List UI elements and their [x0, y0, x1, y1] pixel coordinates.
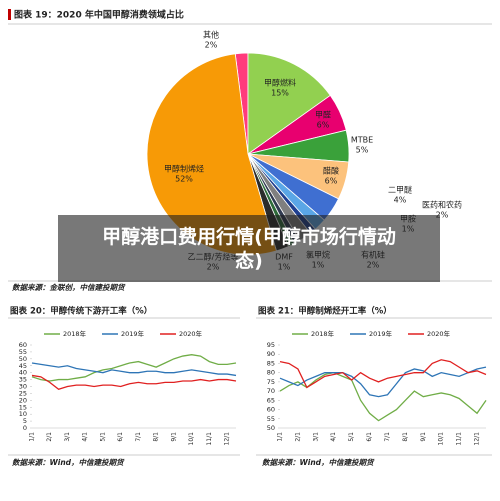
y-tick-label: 60 [19, 341, 27, 349]
y-tick-label: 0 [23, 424, 27, 432]
source: 数据来源：Wind，中信建投期货 [12, 458, 125, 467]
x-tick-label: 6/1 [366, 432, 373, 442]
y-tick-label: 95 [267, 341, 275, 349]
x-tick-label: 11/1 [456, 432, 463, 446]
slice-label: 甲醛 [315, 110, 331, 120]
legend-label: 2018年 [63, 329, 87, 338]
x-tick-label: 4/1 [82, 432, 89, 442]
x-tick-label: 1/1 [277, 432, 284, 442]
x-tick-label: 11/1 [206, 432, 213, 446]
y-tick-label: 65 [267, 396, 275, 404]
y-tick-label: 25 [19, 389, 27, 397]
slice-value-label: 4% [394, 196, 407, 205]
y-tick-label: 60 [267, 406, 275, 414]
slice-label: 甲醇燃料 [264, 78, 296, 88]
slice-value-label: 6% [317, 121, 330, 130]
y-tick-label: 90 [267, 350, 275, 358]
slice-label: 医药和农药 [422, 200, 462, 210]
legend-label: 2020年 [427, 329, 451, 338]
y-tick-label: 50 [267, 424, 275, 432]
legend-label: 2019年 [369, 329, 393, 338]
x-tick-label: 10/1 [438, 432, 445, 446]
y-tick-label: 30 [19, 383, 27, 391]
series-line [279, 359, 487, 389]
slice-value-label: 6% [325, 177, 338, 186]
x-tick-label: 3/1 [64, 432, 71, 442]
legend-label: 2020年 [179, 329, 203, 338]
x-tick-label: 12/1 [224, 432, 231, 446]
source: 数据来源：金联创，中信建投期货 [12, 283, 126, 292]
series-line [31, 354, 237, 382]
slice-value-label: 5% [356, 146, 369, 155]
x-tick-label: 7/1 [384, 432, 391, 442]
slice-label: 甲醇制烯烃 [164, 164, 204, 174]
slice-value-label: 52% [175, 175, 193, 184]
x-tick-label: 9/1 [170, 432, 177, 442]
legend-label: 2019年 [121, 329, 145, 338]
x-tick-label: 12/1 [474, 432, 481, 446]
x-tick-label: 8/1 [153, 432, 160, 442]
overlay-title: 甲醇港口费用行情(甲醇市场行情动态) [102, 225, 396, 272]
slice-value-label: 2% [436, 211, 449, 220]
x-tick-label: 3/1 [312, 432, 319, 442]
y-tick-label: 15 [19, 403, 27, 411]
x-tick-label: 5/1 [348, 432, 355, 442]
y-tick-label: 5 [23, 417, 27, 425]
slice-value-label: 15% [271, 89, 289, 98]
x-tick-label: 5/1 [99, 432, 106, 442]
y-tick-label: 55 [19, 348, 27, 356]
y-tick-label: 35 [19, 376, 27, 384]
slice-label: 醋酸 [323, 166, 339, 176]
chart-title: 图表 20：甲醇传统下游开工率（%） [10, 306, 152, 317]
y-tick-label: 85 [267, 359, 275, 367]
slice-value-label: 2% [205, 41, 218, 50]
series-line [31, 362, 237, 377]
series-line [279, 366, 487, 398]
x-tick-label: 2/1 [46, 432, 53, 442]
x-tick-label: 4/1 [330, 432, 337, 442]
x-tick-label: 1/1 [29, 432, 36, 442]
overlay-banner: 甲醇港口费用行情(甲醇市场行情动态) [58, 215, 440, 282]
x-tick-label: 8/1 [402, 432, 409, 442]
x-tick-label: 10/1 [188, 432, 195, 446]
chart-title: 图表 19：2020 年中国甲醇消费领域占比 [14, 9, 184, 21]
slice-label: MTBE [351, 136, 373, 145]
x-tick-label: 9/1 [420, 432, 427, 442]
y-tick-label: 45 [19, 362, 27, 370]
y-tick-label: 50 [19, 355, 27, 363]
series-line [279, 371, 487, 422]
chart-title: 图表 21：甲醇制烯烃开工率（%） [258, 306, 392, 317]
y-tick-label: 75 [267, 378, 275, 386]
source: 数据来源：Wind，中信建投期货 [262, 458, 375, 467]
x-tick-label: 2/1 [294, 432, 301, 442]
x-tick-label: 7/1 [135, 432, 142, 442]
slice-label: 二甲醚 [388, 185, 412, 195]
pie-slice [247, 52, 331, 155]
series-line [31, 374, 237, 390]
legend-label: 2018年 [311, 329, 335, 338]
x-tick-label: 6/1 [117, 432, 124, 442]
header-bar [8, 9, 11, 20]
y-tick-label: 10 [19, 410, 27, 418]
slice-label: 其他 [203, 30, 219, 40]
y-tick-label: 80 [267, 369, 275, 377]
y-tick-label: 40 [19, 369, 27, 377]
y-tick-label: 20 [19, 396, 27, 404]
y-tick-label: 55 [267, 415, 275, 423]
y-tick-label: 70 [267, 387, 275, 395]
